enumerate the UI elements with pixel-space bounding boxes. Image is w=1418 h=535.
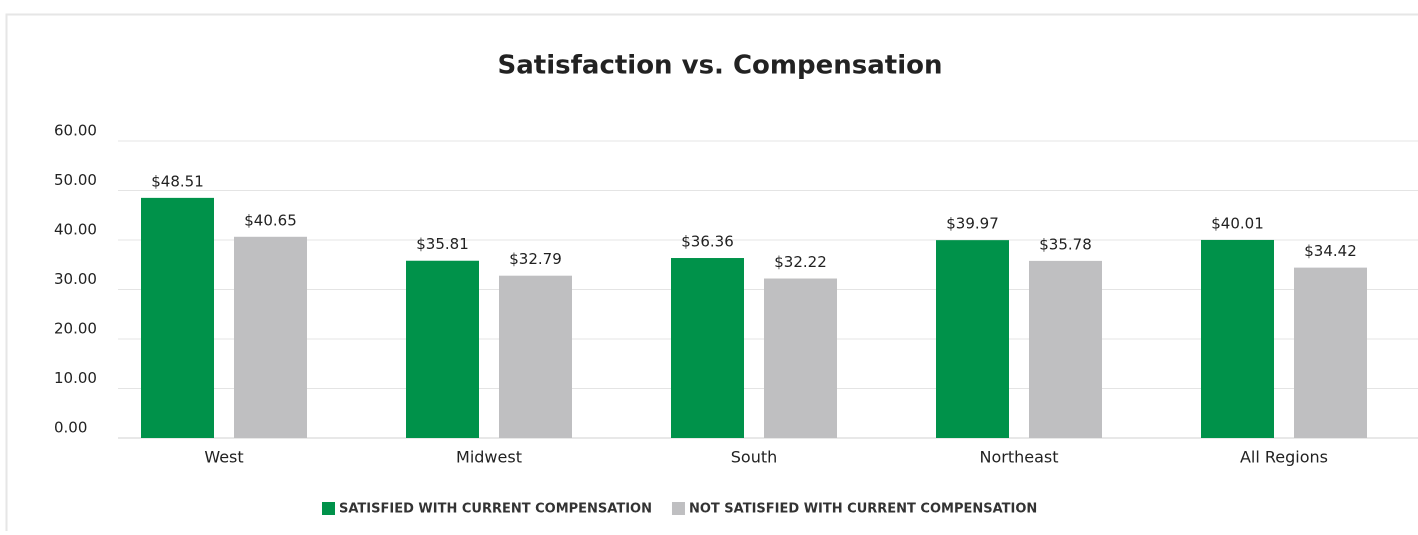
legend-label: NOT SATISFIED WITH CURRENT COMPENSATION <box>689 502 1037 517</box>
value-label: $40.65 <box>244 211 297 229</box>
bar <box>671 258 744 438</box>
x-tick-label: West <box>204 448 243 467</box>
value-label: $35.81 <box>416 235 469 253</box>
value-label: $36.36 <box>681 233 734 251</box>
y-tick-label: 20.00 <box>54 320 97 338</box>
bar <box>1029 261 1102 438</box>
bar <box>406 261 479 438</box>
bar <box>764 279 837 438</box>
legend-swatch <box>322 502 335 515</box>
value-label: $39.97 <box>946 215 999 233</box>
y-tick-label: 10.00 <box>54 369 97 387</box>
bar <box>1201 240 1274 438</box>
value-label: $34.42 <box>1304 242 1357 260</box>
y-tick-label: 50.00 <box>54 171 97 189</box>
x-tick-label: Northeast <box>979 448 1058 467</box>
value-label: $32.22 <box>774 253 827 271</box>
value-label: $40.01 <box>1211 214 1264 232</box>
y-tick-label: 40.00 <box>54 221 97 239</box>
value-label: $48.51 <box>151 172 204 190</box>
x-tick-label: South <box>731 448 778 467</box>
legend-swatch <box>672 502 685 515</box>
bar <box>499 276 572 438</box>
y-tick-label: 0.00 <box>54 419 87 437</box>
y-tick-label: 60.00 <box>54 122 97 140</box>
chart-title: Satisfaction vs. Compensation <box>498 51 943 81</box>
bar <box>141 198 214 438</box>
y-tick-label: 30.00 <box>54 270 97 288</box>
bar <box>1294 268 1367 438</box>
bar <box>936 240 1009 438</box>
value-label: $35.78 <box>1039 235 1092 253</box>
legend-label: SATISFIED WITH CURRENT COMPENSATION <box>339 502 652 517</box>
x-tick-label: All Regions <box>1240 448 1328 467</box>
bar <box>234 237 307 438</box>
x-tick-label: Midwest <box>456 448 522 467</box>
value-label: $32.79 <box>509 250 562 268</box>
